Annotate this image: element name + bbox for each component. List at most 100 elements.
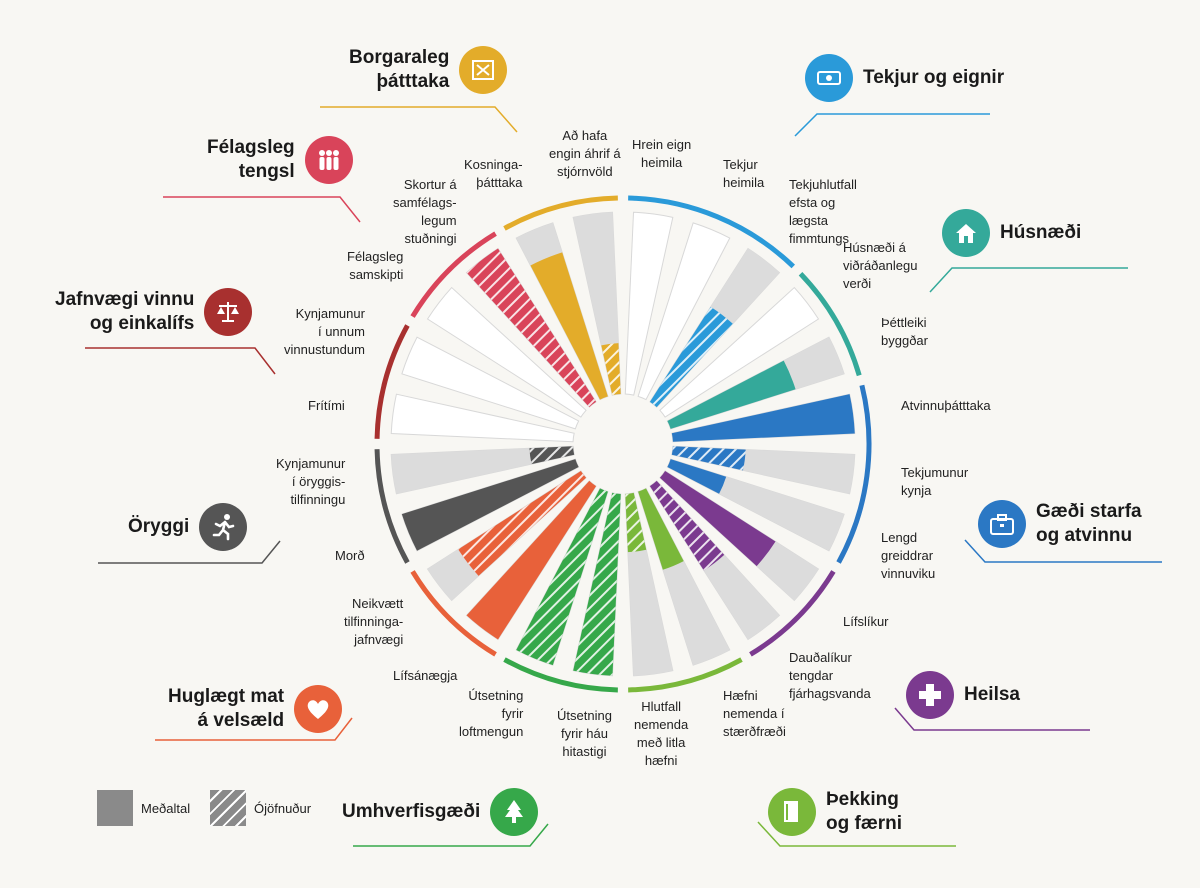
domain-label-civic: Borgaraleg þátttaka <box>349 47 450 92</box>
bar-hatch <box>671 446 746 471</box>
bar-hatch <box>601 343 621 396</box>
bar-value <box>401 459 579 551</box>
domain-title-jobs: Gæði starfa og atvinnu <box>978 500 1142 548</box>
indicator-label: Hæfni nemenda í stærðfræði <box>723 688 786 739</box>
domain-title-wellbeing: Huglægt mat á velsæld <box>168 685 343 733</box>
bar-value <box>659 470 776 567</box>
domain-ring-housing <box>798 272 862 377</box>
legend-inequality: Ójöfnuður <box>210 790 311 826</box>
indicator-label: Útsetning fyrir loftmengun <box>459 688 524 739</box>
domain-ring-health <box>749 570 836 657</box>
legend-average-label: Meðaltal <box>141 800 191 816</box>
domain-ring-jobs <box>836 384 872 564</box>
indicator-label: Dauðalíkur tengdar fjárhagsvanda <box>789 650 871 701</box>
leader-line-worklife <box>85 347 276 375</box>
leader-line-wellbeing <box>155 717 353 741</box>
ballot-icon <box>459 46 508 94</box>
leader-line-health <box>894 707 1090 731</box>
legend-average: Meðaltal <box>97 790 190 826</box>
indicator-label: Kosninga- þátttaka <box>464 157 523 190</box>
indicator-label: Lífsánægja <box>393 668 458 683</box>
bar-slot <box>390 393 575 443</box>
bar-hatch <box>625 492 647 553</box>
bar-value <box>466 480 597 640</box>
bar-slot <box>401 336 580 430</box>
leader-line-income <box>794 113 990 137</box>
indicator-label: Að hafa engin áhrif á stjórnvöld <box>549 128 621 179</box>
bar-hatch <box>649 306 733 408</box>
money-icon <box>805 54 853 102</box>
domain-ring-worklife <box>374 324 410 439</box>
leader-line-social <box>163 196 361 223</box>
domain-ring-knowledge <box>628 657 743 693</box>
bar-slot <box>659 286 820 418</box>
tree-icon <box>490 788 539 836</box>
domain-label-knowledge: Þekking og færni <box>826 789 902 834</box>
bar-value <box>530 252 608 400</box>
leader-line-civic <box>320 106 518 133</box>
indicator-label: Frítími <box>308 398 345 413</box>
domain-ring-safety <box>374 449 410 564</box>
bar-slot <box>637 222 731 401</box>
bar-hatch <box>466 248 597 408</box>
domain-label-worklife: Jafnvægi vinnu og einkalífs <box>55 289 195 334</box>
indicator-label: Félagsleg samskipti <box>347 249 404 282</box>
bar-hatch <box>458 470 587 576</box>
domain-title-environment: Umhverfisgæði <box>342 788 539 836</box>
indicator-label: Tekjuhlutfall efsta og lægsta fimmtungs <box>789 177 857 246</box>
legend-inequality-label: Ójöfnuður <box>254 800 312 816</box>
indicator-label: Morð <box>335 548 365 563</box>
domain-title-worklife: Jafnvægi vinnu og einkalífs <box>55 288 253 336</box>
leader-line-jobs <box>964 539 1162 563</box>
domain-label-safety: Öryggi <box>128 516 190 537</box>
domain-label-environment: Umhverfisgæði <box>342 801 481 822</box>
indicator-label: Hlutfall nemenda með litla hæfni <box>634 699 689 768</box>
domain-title-knowledge: Þekking og færni <box>768 788 902 836</box>
domain-title-health: Heilsa <box>906 671 1020 719</box>
indicator-label: Þéttleiki byggðar <box>881 315 928 348</box>
domain-ring-civic <box>503 195 618 231</box>
legend-average-swatch <box>97 790 133 826</box>
bar-hatch <box>573 492 621 676</box>
indicator-label: Lengd greiddrar vinnuviku <box>881 530 936 581</box>
indicator-label: Atvinnuþátttaka <box>901 398 991 413</box>
indicator-label: Útsetning fyrir háu hitastigi <box>557 708 612 759</box>
leader-line-environment <box>353 823 549 847</box>
bar-slot <box>624 211 674 396</box>
bar-track <box>391 446 575 494</box>
indicator-label: Húsnæði á viðráðanlegu verði <box>843 240 918 291</box>
domain-title-housing: Húsnæði <box>942 209 1081 257</box>
indicator-label: Kynjamunur í öryggis- tilfinningu <box>276 456 346 507</box>
bar-slot <box>426 286 587 418</box>
indicator-label: Lífslíkur <box>843 614 889 629</box>
domain-title-income: Tekjur og eignir <box>805 54 1004 102</box>
indicator-label: Tekjur heimila <box>723 157 765 190</box>
domain-ring-environment <box>503 657 618 693</box>
leader-line-housing <box>929 267 1128 293</box>
book-icon <box>768 788 816 836</box>
briefcase-icon <box>978 500 1026 548</box>
leader-line-safety <box>98 540 281 564</box>
domain-label-wellbeing: Huglægt mat á velsæld <box>168 686 285 731</box>
scales-icon <box>204 288 253 336</box>
domain-title-social: Félagsleg tengsl <box>207 136 353 184</box>
bar-value <box>667 360 796 429</box>
medical-cross-icon <box>906 671 954 719</box>
bar-value <box>667 459 727 494</box>
bar-value <box>638 488 684 570</box>
indicator-label: Kynjamunur í unnum vinnustundum <box>284 306 365 357</box>
domain-ring-social <box>410 231 497 318</box>
heart-icon <box>294 685 343 733</box>
indicator-label: Tekjumunur kynja <box>901 465 969 498</box>
indicator-label: Skortur á samfélags- legum stuðningi <box>393 177 457 246</box>
bar-value <box>671 394 855 442</box>
domain-title-safety: Öryggi <box>128 503 248 551</box>
domain-label-income: Tekjur og eignir <box>863 67 1005 88</box>
indicator-label: Neikvætt tilfinninga- jafnvægi <box>344 596 404 647</box>
bar-hatch <box>516 488 608 666</box>
running-person-icon <box>199 503 248 551</box>
domain-label-jobs: Gæði starfa og atvinnu <box>1036 501 1142 546</box>
domain-label-housing: Húsnæði <box>1000 222 1082 243</box>
domain-label-health: Heilsa <box>964 684 1020 705</box>
